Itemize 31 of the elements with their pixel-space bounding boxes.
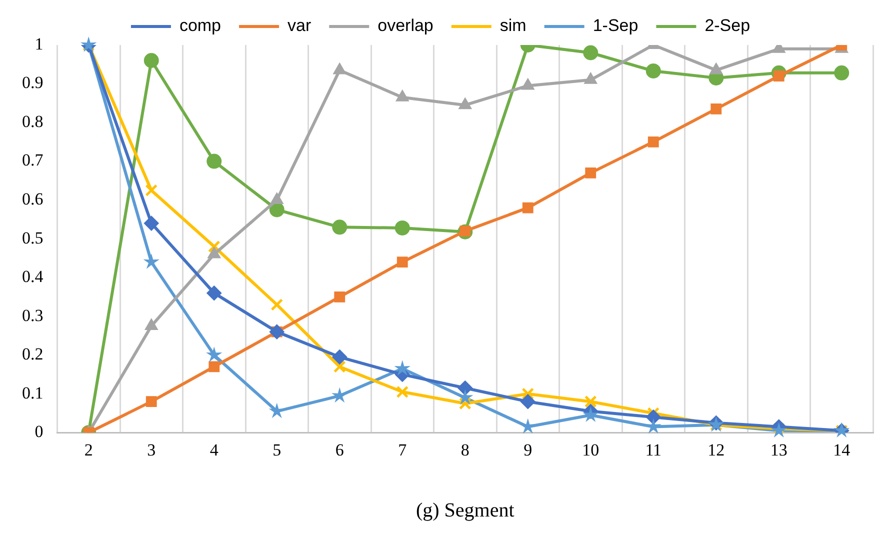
y-tick-label: 0.6 xyxy=(22,190,44,209)
y-tick-label: 0.2 xyxy=(22,344,44,364)
y-tick-label: 0.1 xyxy=(22,383,44,402)
y-tick-label: 0.9 xyxy=(22,73,44,92)
y-tick-label: 0 xyxy=(34,422,44,442)
legend-label: comp xyxy=(179,16,222,36)
legend-label: 1-Sep xyxy=(592,16,638,36)
x-axis-title: (g) Segment xyxy=(416,499,515,522)
x-tick-label: 14 xyxy=(833,440,851,460)
legend-label: overlap xyxy=(378,16,434,36)
legend-label: var xyxy=(288,16,312,36)
legend-label: 2-Sep xyxy=(704,16,750,36)
y-tick-label: 0.3 xyxy=(22,306,44,325)
x-tick-label: 4 xyxy=(210,440,219,460)
x-tick-label: 12 xyxy=(708,440,725,460)
x-tick-label: 3 xyxy=(147,440,156,460)
legend-label: sim xyxy=(500,16,526,36)
x-tick-label: 5 xyxy=(272,440,282,460)
x-tick-label: 6 xyxy=(335,440,344,460)
y-tick-label: 1 xyxy=(34,34,44,54)
y-tick-label: 0.4 xyxy=(22,267,44,286)
y-tick-label: 0.8 xyxy=(22,112,44,131)
x-tick-label: 8 xyxy=(460,440,470,460)
x-tick-label: 2 xyxy=(84,440,93,460)
y-tick-label: 0.5 xyxy=(22,228,44,248)
x-tick-label: 10 xyxy=(582,440,600,460)
x-tick-label: 11 xyxy=(645,440,662,460)
x-tick-label: 7 xyxy=(398,440,408,460)
x-tick-label: 13 xyxy=(770,440,788,460)
y-tick-label: 0.7 xyxy=(22,150,44,170)
x-tick-label: 9 xyxy=(524,440,532,460)
